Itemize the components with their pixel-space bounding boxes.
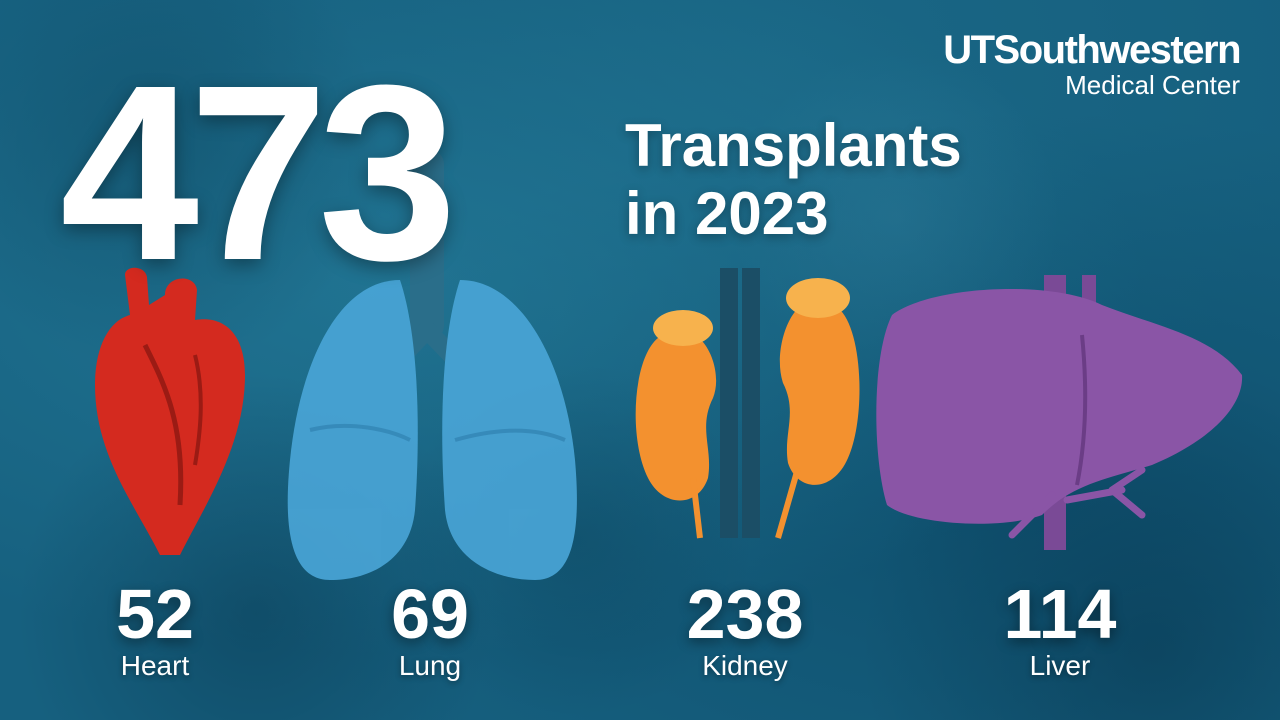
headline: Transplants in 2023 xyxy=(625,112,962,248)
stat-lung-value: 69 xyxy=(391,575,469,653)
stat-heart-label: Heart xyxy=(120,650,190,681)
stat-liver: 114 Liver xyxy=(960,578,1160,682)
lung-icon xyxy=(287,150,577,580)
liver-icon xyxy=(876,275,1243,550)
stat-lung-label: Lung xyxy=(398,650,462,681)
headline-line-1: Transplants xyxy=(625,112,962,179)
stat-kidney: 238 Kidney xyxy=(645,578,845,682)
ut-southwestern-logo: UTSouthwestern Medical Center xyxy=(943,28,1241,100)
total-transplants-number: 473 xyxy=(60,33,457,312)
logo-line-2: Medical Center xyxy=(1065,70,1240,100)
heart-icon xyxy=(95,267,245,555)
stat-kidney-label: Kidney xyxy=(702,650,788,681)
stat-liver-value: 114 xyxy=(1003,575,1117,653)
headline-line-2: in 2023 xyxy=(625,180,829,247)
logo-line-1: UTSouthwestern xyxy=(943,28,1241,72)
stat-heart-value: 52 xyxy=(116,575,194,653)
stat-heart: 52 Heart xyxy=(55,578,255,682)
stat-liver-label: Liver xyxy=(1029,650,1091,681)
stat-kidney-value: 238 xyxy=(686,575,804,653)
kidney-icon xyxy=(635,268,860,539)
stat-lung: 69 Lung xyxy=(330,578,530,682)
